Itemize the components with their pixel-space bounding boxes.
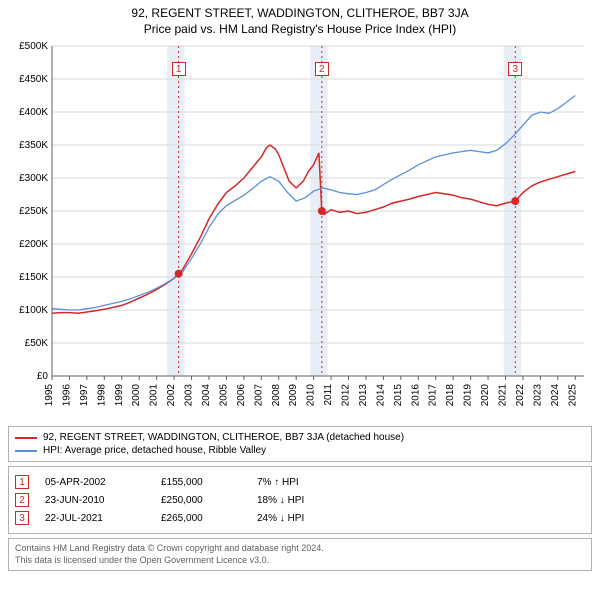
y-tick-label: £300K xyxy=(19,173,48,184)
legend-item: HPI: Average price, detached house, Ribb… xyxy=(15,444,585,457)
x-tick-label: 2009 xyxy=(288,384,299,407)
legend-swatch xyxy=(15,450,37,452)
chart-svg: £0 £50K £100K £150K £200K £250K £300K £350K £400… xyxy=(8,42,592,422)
x-tick-label: 2005 xyxy=(218,384,229,407)
y-tick-label: £400K xyxy=(19,107,48,118)
y-tick-label: £200K xyxy=(19,239,48,250)
transaction-hpi-delta: 7% ↑ HPI xyxy=(257,477,347,488)
title-block: 92, REGENT STREET, WADDINGTON, CLITHEROE… xyxy=(8,6,592,36)
x-tick-label: 2022 xyxy=(515,384,526,407)
title-line1: 92, REGENT STREET, WADDINGTON, CLITHEROE… xyxy=(8,6,592,20)
x-tick-label: 2014 xyxy=(375,384,386,407)
legend-label: HPI: Average price, detached house, Ribb… xyxy=(43,445,266,456)
y-tick-label: £350K xyxy=(19,140,48,151)
transaction-marker xyxy=(318,207,326,215)
marker-number-2: 2 xyxy=(315,62,329,76)
y-tick-label: £450K xyxy=(19,74,48,85)
legend: 92, REGENT STREET, WADDINGTON, CLITHEROE… xyxy=(8,426,592,462)
x-tick-label: 2003 xyxy=(184,384,195,407)
attribution-footer: Contains HM Land Registry data © Crown c… xyxy=(8,538,592,571)
transaction-date: 22-JUL-2021 xyxy=(45,513,145,524)
transaction-date: 05-APR-2002 xyxy=(45,477,145,488)
transaction-price: £250,000 xyxy=(161,495,241,506)
y-tick-label: £150K xyxy=(19,272,48,283)
legend-label: 92, REGENT STREET, WADDINGTON, CLITHEROE… xyxy=(43,432,404,443)
transaction-date: 23-JUN-2010 xyxy=(45,495,145,506)
x-tick-label: 1996 xyxy=(61,384,72,407)
x-tick-label: 2024 xyxy=(550,384,561,407)
transaction-hpi-delta: 24% ↓ HPI xyxy=(257,513,347,524)
chart-container: { "title": { "line1": "92, REGENT STREET… xyxy=(0,0,600,579)
x-tick-label: 2021 xyxy=(498,384,509,407)
x-tick-label: 2001 xyxy=(149,384,160,407)
legend-swatch xyxy=(15,437,37,439)
x-tick-label: 2015 xyxy=(393,384,404,407)
transaction-marker xyxy=(175,270,183,278)
x-tick-label: 1995 xyxy=(44,384,55,407)
x-tick-label: 2018 xyxy=(445,384,456,407)
transaction-price: £265,000 xyxy=(161,513,241,524)
x-tick-label: 2002 xyxy=(166,384,177,407)
x-tick-label: 2023 xyxy=(532,384,543,407)
transaction-number: 3 xyxy=(15,511,29,525)
x-tick-label: 1999 xyxy=(114,384,125,407)
footer-line1: Contains HM Land Registry data © Crown c… xyxy=(15,543,585,555)
legend-item: 92, REGENT STREET, WADDINGTON, CLITHEROE… xyxy=(15,431,585,444)
y-tick-label: £500K xyxy=(19,42,48,52)
x-tick-label: 2013 xyxy=(358,384,369,407)
x-tick-label: 2000 xyxy=(131,384,142,407)
x-tick-label: 2017 xyxy=(428,384,439,407)
x-tick-label: 2019 xyxy=(463,384,474,407)
x-tick-label: 2007 xyxy=(253,384,264,407)
x-tick-label: 2008 xyxy=(271,384,282,407)
transaction-row: 1 05-APR-2002 £155,000 7% ↑ HPI xyxy=(15,473,585,491)
y-tick-label: £0 xyxy=(37,371,49,382)
x-tick-label: 2016 xyxy=(410,384,421,407)
x-tick-label: 1998 xyxy=(96,384,107,407)
transaction-number: 2 xyxy=(15,493,29,507)
x-tick-label: 2025 xyxy=(567,384,578,407)
x-tick-label: 2011 xyxy=(323,384,334,406)
marker-number-3: 3 xyxy=(508,62,522,76)
x-tick-label: 2020 xyxy=(480,384,491,407)
x-tick-label: 1997 xyxy=(79,384,90,407)
title-line2: Price paid vs. HM Land Registry's House … xyxy=(8,22,592,36)
y-tick-label: £250K xyxy=(19,206,48,217)
y-tick-label: £100K xyxy=(19,305,48,316)
marker-number-1: 1 xyxy=(172,62,186,76)
transaction-number: 1 xyxy=(15,475,29,489)
transaction-row: 3 22-JUL-2021 £265,000 24% ↓ HPI xyxy=(15,509,585,527)
transaction-hpi-delta: 18% ↓ HPI xyxy=(257,495,347,506)
transaction-row: 2 23-JUN-2010 £250,000 18% ↓ HPI xyxy=(15,491,585,509)
y-tick-label: £50K xyxy=(25,338,49,349)
price-chart: £0 £50K £100K £150K £200K £250K £300K £350K £400… xyxy=(8,42,592,422)
transaction-price: £155,000 xyxy=(161,477,241,488)
x-tick-label: 2010 xyxy=(306,384,317,407)
transaction-marker xyxy=(511,197,519,205)
x-tick-label: 2006 xyxy=(236,384,247,407)
x-tick-label: 2004 xyxy=(201,384,212,407)
footer-line2: This data is licensed under the Open Gov… xyxy=(15,555,585,567)
x-tick-label: 2012 xyxy=(341,384,352,407)
transactions-table: 1 05-APR-2002 £155,000 7% ↑ HPI 2 23-JUN-2010… xyxy=(8,466,592,534)
